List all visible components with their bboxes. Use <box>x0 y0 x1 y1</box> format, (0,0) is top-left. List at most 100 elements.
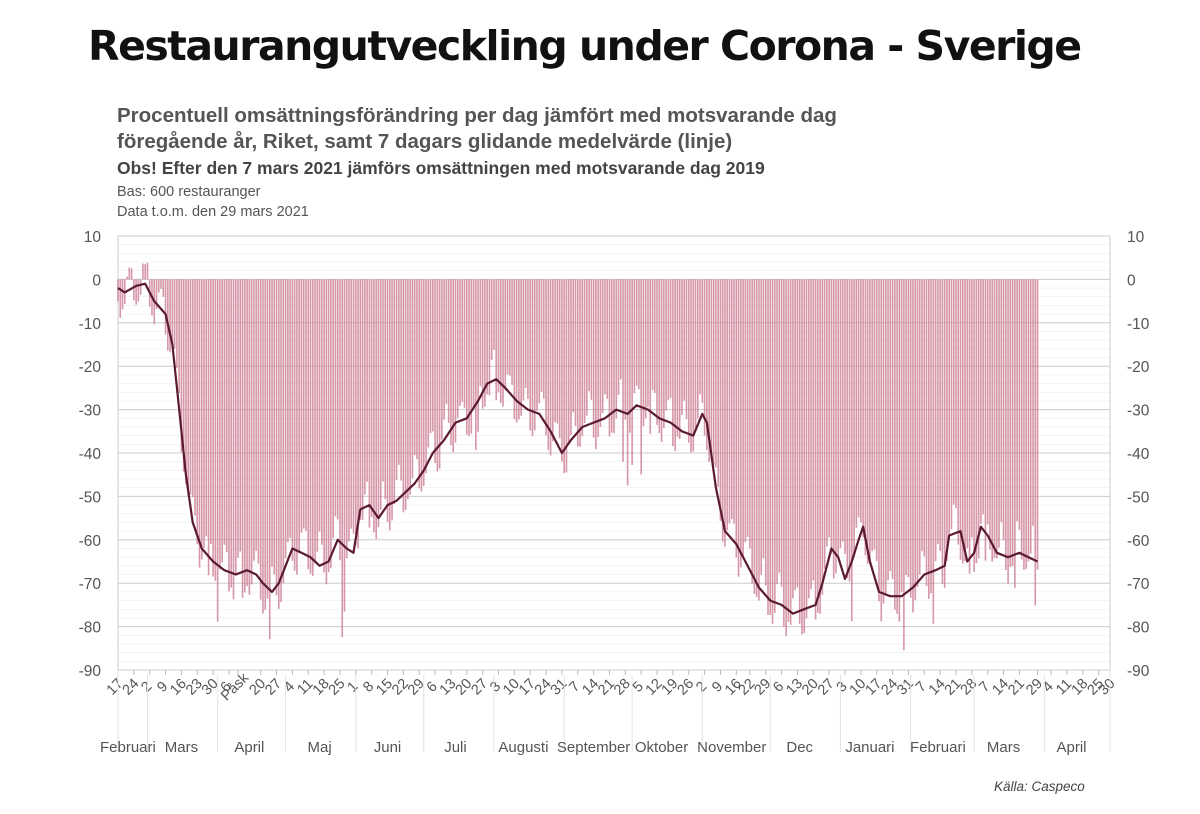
daily-bar <box>864 279 867 556</box>
daily-bar <box>801 279 803 635</box>
daily-bar <box>755 279 758 597</box>
daily-bar <box>509 279 511 376</box>
daily-bar <box>887 279 889 581</box>
daily-bar <box>461 279 464 402</box>
daily-bar <box>180 279 183 453</box>
daily-bar <box>182 279 185 472</box>
x-month-label: Maj <box>307 739 331 756</box>
daily-bar <box>631 279 633 465</box>
daily-bar <box>989 279 991 550</box>
daily-bar <box>323 279 325 573</box>
daily-bar <box>379 279 382 510</box>
y-tick-label-right: -60 <box>1127 533 1150 550</box>
daily-bar <box>250 279 253 585</box>
daily-bar <box>563 279 565 474</box>
daily-bar <box>857 279 860 518</box>
daily-bar <box>404 279 407 510</box>
daily-bar <box>576 279 579 447</box>
daily-bar <box>130 268 133 280</box>
daily-bar <box>678 279 681 439</box>
daily-bar <box>789 279 792 625</box>
moving-average-series <box>117 282 1038 615</box>
daily-bar <box>663 279 665 428</box>
daily-bar <box>984 279 987 561</box>
daily-bar <box>1027 279 1030 562</box>
chart-subtitle-line1: Procentuell omsättningsförändring per da… <box>117 104 837 127</box>
daily-bar <box>651 279 654 391</box>
daily-bar <box>234 279 237 576</box>
daily-bar <box>239 279 242 552</box>
daily-bar <box>470 279 473 434</box>
daily-bar <box>642 279 645 426</box>
daily-bar <box>796 279 799 588</box>
daily-bar <box>475 279 477 451</box>
daily-bar <box>619 279 622 380</box>
daily-bar <box>402 279 405 513</box>
daily-bar <box>817 279 819 613</box>
y-tick-label-right: -20 <box>1127 359 1150 376</box>
comparison-note: Obs! Efter den 7 mars 2021 jämförs omsät… <box>117 158 765 178</box>
daily-bar <box>930 279 932 594</box>
daily-bar <box>316 279 319 552</box>
daily-bar <box>472 279 475 410</box>
daily-bar <box>751 279 753 584</box>
daily-bar <box>903 279 905 651</box>
daily-bar <box>683 279 686 401</box>
daily-bar <box>142 263 144 280</box>
daily-bar <box>617 279 620 396</box>
daily-bar <box>610 279 613 433</box>
daily-bar <box>284 279 287 559</box>
daily-bar <box>1005 279 1007 571</box>
daily-bar <box>504 279 507 391</box>
daily-bar <box>341 279 344 638</box>
daily-bar <box>160 279 162 289</box>
daily-bar <box>547 279 550 451</box>
y-tick-label-right: -80 <box>1127 620 1150 637</box>
daily-bar <box>597 279 599 437</box>
x-month-label: Februari <box>910 739 966 756</box>
daily-bar <box>296 279 298 575</box>
daily-bar <box>669 279 672 398</box>
daily-bar <box>307 279 310 570</box>
daily-bar <box>982 279 984 515</box>
daily-bar <box>321 279 323 545</box>
daily-bar <box>352 279 355 534</box>
daily-bar <box>330 279 332 569</box>
x-tick-label: 31 <box>894 676 917 699</box>
daily-bar <box>939 279 941 552</box>
chart-subtitle-line2: föregående år, Riket, samt 7 dagars glid… <box>117 130 733 153</box>
x-tick-label: 28 <box>958 676 981 699</box>
daily-bar <box>767 279 769 615</box>
daily-bar <box>891 279 894 580</box>
daily-bar <box>314 279 316 564</box>
y-tick-label-left: -90 <box>79 663 102 680</box>
daily-bar <box>420 279 423 492</box>
daily-bar <box>545 279 547 436</box>
y-tick-label-left: -50 <box>79 489 102 506</box>
daily-bar <box>427 279 430 448</box>
daily-bar <box>726 279 729 531</box>
daily-bar <box>773 279 776 613</box>
daily-bar <box>452 279 455 453</box>
x-month-label: Mars <box>987 739 1020 756</box>
daily-bar <box>386 279 389 522</box>
daily-bar <box>157 279 160 293</box>
x-tick-label: 28 <box>611 676 634 699</box>
daily-bar <box>862 279 864 538</box>
daily-bar <box>803 279 806 634</box>
daily-bar <box>823 279 826 569</box>
daily-bar <box>216 279 219 622</box>
x-tick-label: 1 <box>344 679 361 696</box>
daily-bar <box>565 279 568 473</box>
daily-bar <box>848 279 851 582</box>
daily-bar <box>533 279 536 431</box>
daily-bar <box>167 279 169 351</box>
daily-bar <box>764 279 767 586</box>
daily-bar <box>456 279 459 418</box>
daily-bar <box>583 279 586 423</box>
daily-bar <box>853 279 855 558</box>
daily-bar <box>133 279 135 301</box>
daily-bar <box>658 279 661 434</box>
daily-bar <box>776 279 778 585</box>
